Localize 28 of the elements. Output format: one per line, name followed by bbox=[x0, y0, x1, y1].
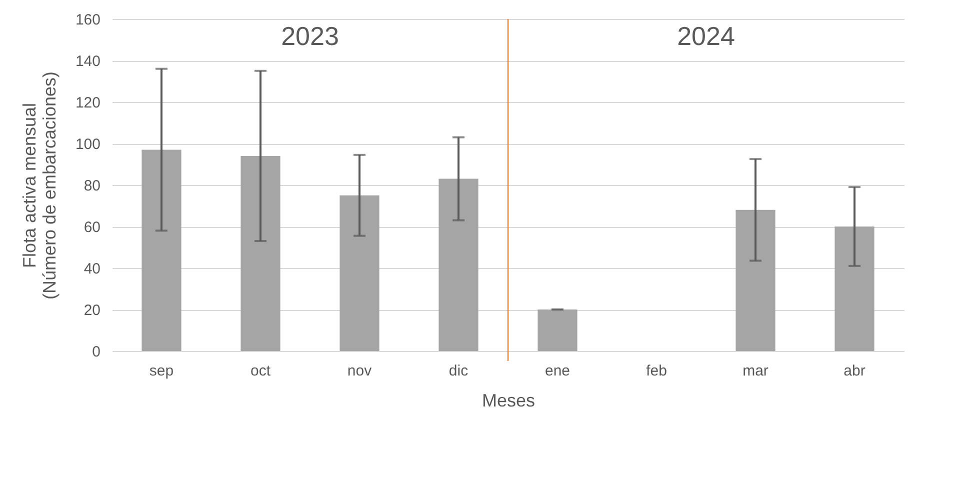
bar bbox=[340, 195, 380, 351]
x-tick-label: nov bbox=[347, 362, 372, 380]
annotation: 2023 bbox=[281, 21, 339, 51]
x-tick-label: ene bbox=[544, 362, 570, 380]
y-tick-label: 160 bbox=[75, 12, 100, 28]
y-tick-label: 0 bbox=[92, 344, 100, 360]
x-tick-label: sep bbox=[149, 362, 174, 380]
bar bbox=[240, 156, 280, 351]
y-tick-label: 140 bbox=[75, 53, 100, 70]
bar bbox=[438, 178, 478, 351]
y-axis-title: Flota activa mensual (Número de embarcaciones) bbox=[19, 71, 60, 300]
bar bbox=[736, 210, 776, 351]
bar bbox=[538, 310, 578, 351]
x-tick-label: feb bbox=[646, 362, 667, 380]
annotation: 2024 bbox=[677, 21, 735, 51]
y-tick-label: 100 bbox=[75, 136, 100, 153]
x-tick-label: dic bbox=[448, 362, 469, 380]
bar bbox=[142, 150, 182, 351]
bar bbox=[834, 226, 874, 351]
y-tick-label: 80 bbox=[84, 178, 100, 194]
y-tick-label: 20 bbox=[84, 302, 100, 319]
x-tick-label: abr bbox=[844, 362, 866, 380]
x-tick-label: oct bbox=[250, 362, 272, 380]
y-tick-label: 120 bbox=[75, 94, 100, 112]
y-tick-label: 60 bbox=[84, 219, 100, 236]
y-tick-label: 40 bbox=[84, 260, 100, 278]
x-axis-title: Meses bbox=[482, 390, 536, 410]
x-tick-label: mar bbox=[742, 362, 768, 380]
